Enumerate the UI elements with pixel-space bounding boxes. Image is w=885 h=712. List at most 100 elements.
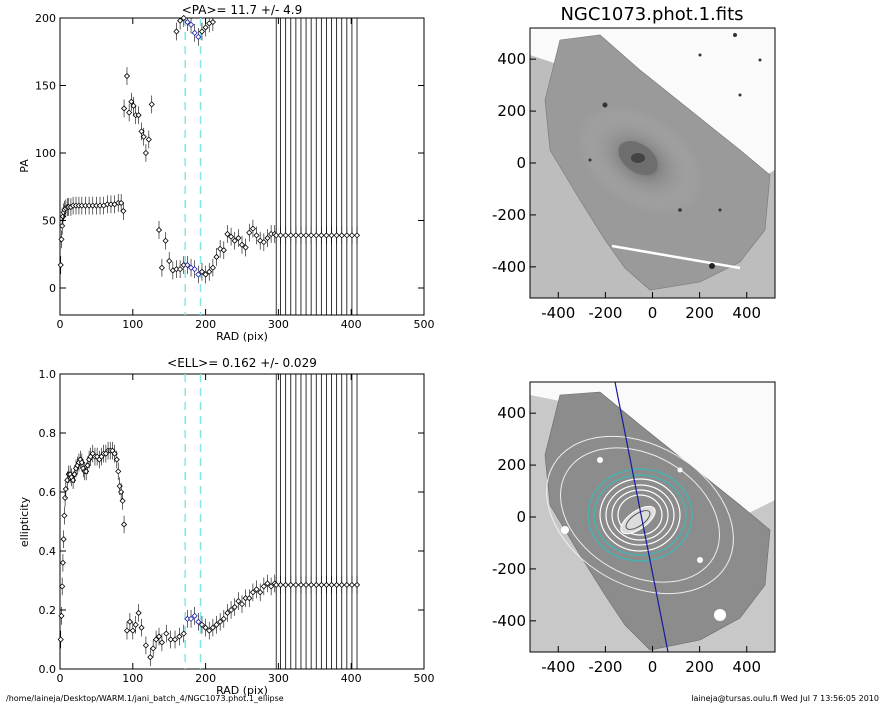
image-title: NGC1073.phot.1.fits — [560, 4, 743, 25]
ell-data-point — [138, 624, 145, 631]
pa-data-point — [202, 271, 209, 278]
pa-data-point — [246, 229, 253, 236]
pa-data-point — [158, 264, 165, 271]
ell-data-point — [348, 581, 355, 588]
ell-data-point — [282, 581, 289, 588]
pa-x-tick-label: 500 — [414, 318, 435, 331]
pa-data-point — [323, 232, 330, 239]
pa-data-point — [235, 234, 242, 242]
ell-x-tick-label: 500 — [414, 672, 435, 685]
ell-y-tick-label: 0.6 — [39, 486, 57, 499]
img2-x-tick-label: 200 — [685, 658, 714, 676]
pa-data-point — [166, 257, 173, 265]
pa-data-point — [140, 133, 147, 140]
ell-data-point — [132, 621, 139, 628]
pa-data-point — [242, 244, 249, 251]
img2-x-tick-label: 0 — [648, 658, 658, 676]
pa-data-point — [138, 128, 145, 135]
pa-data-point — [282, 232, 289, 239]
ell-y-tick-label: 0.8 — [39, 427, 57, 440]
ell-data-point — [328, 581, 335, 588]
ell-data-point — [191, 612, 198, 619]
ell-data-point — [59, 559, 66, 566]
pa-data-point — [273, 232, 280, 239]
img2-x-tick-label: -400 — [541, 658, 575, 676]
pa-data-point — [195, 271, 202, 278]
pa-data-point — [318, 232, 325, 239]
pa-data-point — [264, 234, 271, 242]
pa-x-tick-label: 400 — [341, 318, 362, 331]
ell-data-point — [198, 621, 206, 628]
ell-x-tick-label: 0 — [57, 672, 64, 685]
pa-data-point — [308, 232, 315, 239]
ell-data-point — [220, 615, 227, 622]
pa-data-point — [338, 232, 345, 239]
pa-data-point — [260, 239, 267, 246]
ell-data-point — [62, 494, 69, 501]
ell-data-point — [209, 624, 216, 631]
pa-data-point — [343, 232, 350, 239]
pa-data-point — [58, 236, 65, 243]
pa-data-point — [333, 232, 340, 239]
ell-x-tick-label: 100 — [122, 672, 143, 685]
ell-x-tick-label: 200 — [195, 672, 216, 685]
ell-data-point — [302, 581, 310, 588]
pa-data-point — [231, 237, 238, 244]
pa-data-point — [202, 24, 209, 31]
pa-profile-plot: <PA>= 11.7 +/- 4.9 RAD (pix) PA 0 100 200 3… — [18, 3, 435, 343]
pa-data-point — [348, 232, 355, 239]
ell-data-point — [238, 601, 246, 608]
pa-data-point — [353, 232, 361, 239]
ell-data-point — [264, 580, 271, 587]
ell-data-point — [187, 615, 195, 622]
ell-data-points — [57, 441, 361, 667]
ell-data-point — [171, 636, 179, 643]
ell-data-point — [150, 645, 157, 652]
ell-data-point — [224, 609, 231, 617]
img1-y-tick-label: 0 — [516, 154, 526, 172]
pa-data-point — [328, 232, 335, 239]
ell-data-point — [217, 618, 224, 625]
pa-data-point — [145, 136, 152, 143]
ell-reference-lines — [184, 374, 358, 669]
ell-data-point — [287, 581, 294, 588]
pa-x-label: RAD (pix) — [216, 330, 268, 343]
ell-data-point — [231, 603, 238, 611]
img2-x-tick-label: -200 — [588, 658, 622, 676]
pa-data-point — [187, 21, 195, 28]
ell-data-point — [249, 589, 256, 596]
pa-data-point — [184, 261, 191, 269]
pa-data-point — [142, 149, 149, 157]
pa-data-point — [118, 199, 125, 207]
ell-data-point — [202, 624, 209, 631]
ell-data-point — [142, 642, 149, 649]
pa-data-point — [130, 102, 137, 109]
ell-data-point — [167, 636, 174, 643]
pa-data-point — [220, 247, 227, 254]
pa-data-point — [228, 233, 235, 240]
pa-data-point — [198, 268, 206, 275]
img1-x-tick-label: -400 — [541, 304, 575, 322]
pa-data-point — [209, 264, 216, 271]
pa-x-tick-label: 300 — [268, 318, 289, 331]
pa-y-tick-label: 200 — [35, 12, 56, 25]
ell-data-point — [120, 521, 128, 528]
pa-data-point — [57, 261, 64, 269]
img2-x-tick-label: 400 — [732, 658, 761, 676]
ellipse-fit-image-panel: -400 -200 0 200 400 400 200 0 -200 -400 — [492, 381, 776, 676]
img1-y-tick-label: 400 — [497, 50, 526, 68]
ell-data-point — [115, 468, 122, 475]
pa-data-point — [180, 14, 187, 22]
ell-data-point — [119, 497, 126, 504]
ell-data-point — [58, 612, 65, 619]
pa-y-tick-label: 150 — [35, 80, 56, 93]
pa-y-tick-label: 100 — [35, 147, 56, 160]
ell-data-point — [59, 583, 66, 590]
footer-file-path: /home/laineja/Desktop/WARM.1/jani_batch_… — [6, 694, 284, 703]
ell-data-point — [163, 630, 170, 637]
img2-y-tick-label: -200 — [492, 560, 526, 578]
image1-axis-ticks: -400 -200 0 200 400 400 200 0 -200 -400 — [492, 50, 761, 322]
pa-data-point — [120, 105, 128, 112]
pa-data-point — [287, 232, 294, 239]
